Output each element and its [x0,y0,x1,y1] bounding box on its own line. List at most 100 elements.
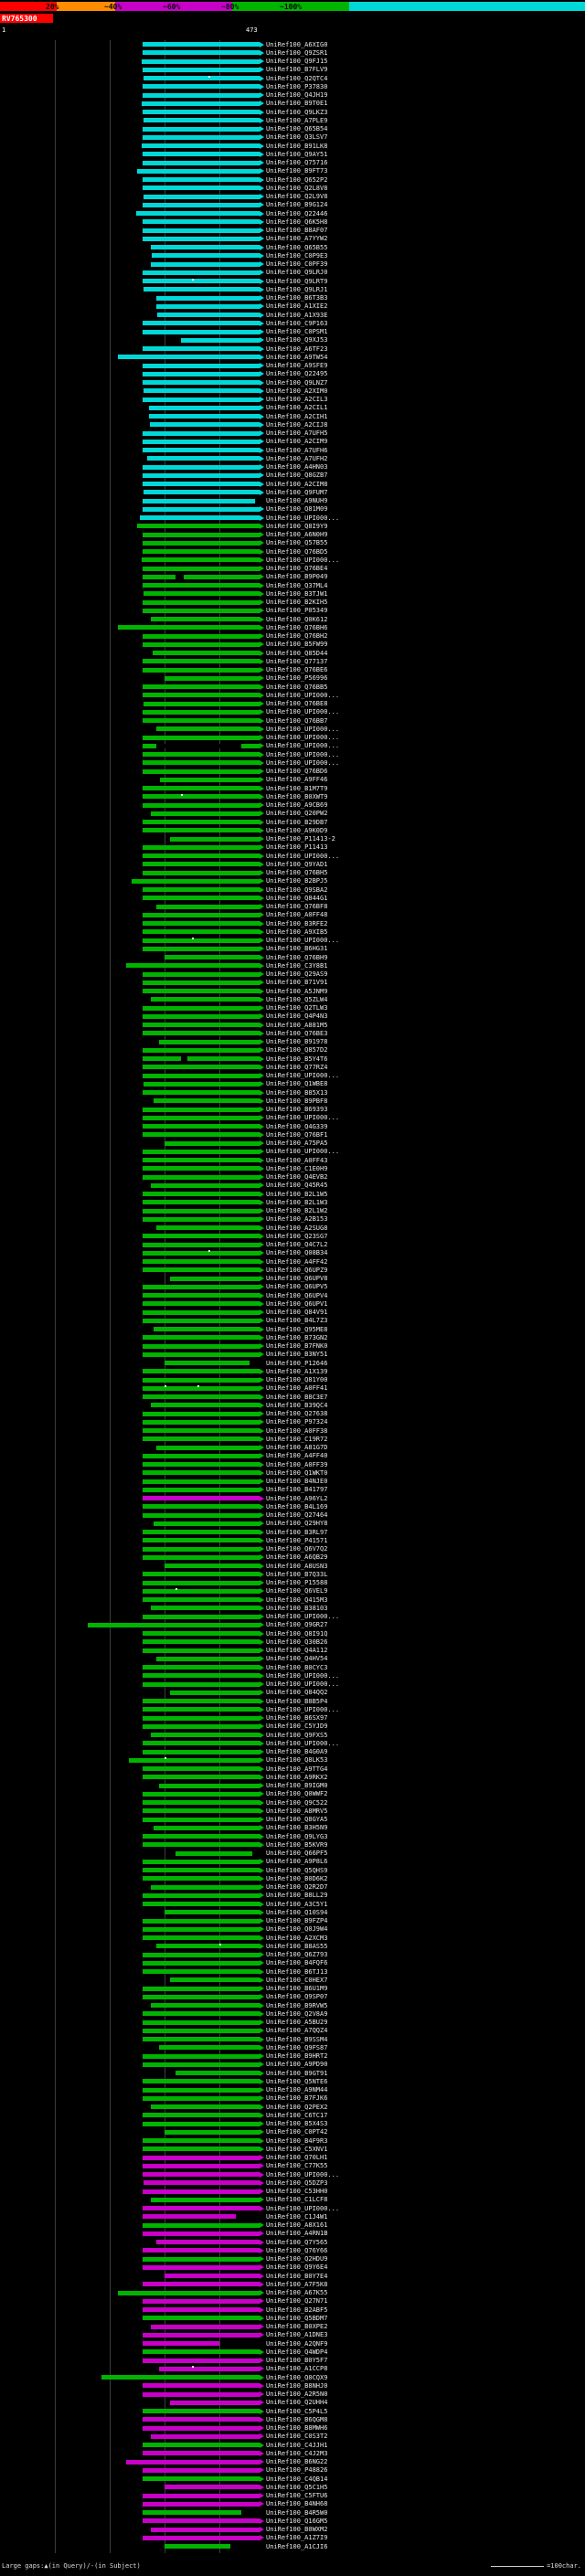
hit-bar[interactable] [176,2071,260,2075]
hit-bar[interactable] [165,1140,260,1146]
hit-bar[interactable] [143,1918,260,1924]
hit-bar[interactable] [143,2501,260,2507]
hit-label[interactable]: UniRef100_Q9Y6E4 [266,2263,328,2272]
hit-bar[interactable] [143,1723,260,1729]
hit-bar[interactable] [143,2358,260,2363]
hit-bar[interactable] [151,811,260,816]
hit-bar[interactable] [141,58,260,64]
hit-label[interactable]: UniRef100_B7FNK0 [266,1342,328,1350]
hit-label[interactable]: UniRef100_Q2TLW3 [266,1004,328,1012]
hit-label[interactable]: UniRef100_C53HH0 [266,2188,328,2195]
hit-bar[interactable] [170,1276,260,1281]
hit-bar[interactable] [143,667,260,673]
hit-label[interactable]: UniRef100_Q2UHH4 [266,2399,328,2407]
hit-label[interactable]: UniRef100_UPI000... [266,1671,340,1680]
hit-label[interactable]: UniRef100_B3NY51 [266,1351,328,1359]
hit-bar[interactable] [118,355,260,360]
hit-label[interactable]: UniRef100_Q45R45 [266,1182,328,1190]
hit-label[interactable]: UniRef100_Q4HV54 [266,1655,328,1663]
hit-label[interactable]: UniRef100_Q844G1 [266,894,328,902]
hit-bar[interactable] [143,718,260,723]
hit-bar[interactable] [143,1453,260,1458]
hit-bar[interactable] [143,574,260,579]
hit-bar[interactable] [137,524,260,529]
hit-bar[interactable] [143,482,260,486]
hit-bar[interactable] [143,1234,260,1239]
hit-bar[interactable] [143,346,260,351]
hit-bar[interactable] [149,405,260,410]
hit-bar[interactable] [143,1107,260,1112]
hit-label[interactable]: UniRef100_A881M5 [266,1021,328,1029]
hit-bar[interactable] [165,2485,260,2490]
hit-label[interactable]: UniRef100_Q76BH2 [266,632,328,640]
hit-bar[interactable] [143,1749,260,1754]
hit-bar[interactable] [143,1580,260,1585]
hit-label[interactable]: UniRef100_Q76BD5 [266,547,328,556]
hit-bar[interactable] [143,641,260,647]
hit-bar[interactable] [143,1530,260,1534]
hit-label[interactable]: UniRef100_C4JJH1 [266,2441,328,2449]
hit-label[interactable]: UniRef100_Q22446 [266,209,328,217]
hit-label[interactable]: UniRef100_Q37ML4 [266,581,328,589]
hit-bar[interactable] [143,862,260,867]
hit-bar[interactable] [143,1834,260,1839]
hit-bar[interactable] [143,1960,260,1966]
hit-bar[interactable] [149,422,260,428]
hit-label[interactable]: UniRef100_Q9FS87 [266,2043,328,2051]
hit-label[interactable]: UniRef100_A3C5Y1 [266,1900,328,1908]
hit-bar[interactable] [144,194,260,199]
hit-label[interactable]: UniRef100_A9TW54 [266,353,328,361]
hit-bar[interactable] [143,2172,260,2177]
hit-label[interactable]: UniRef100_Q2V8A9 [266,2009,328,2018]
hit-bar[interactable] [143,2256,260,2262]
hit-label[interactable]: UniRef100_Q5C1H5 [266,2483,328,2491]
hit-label[interactable]: UniRef100_Q76BE4 [266,565,328,572]
hit-label[interactable]: UniRef100_Q27638 [266,1410,328,1417]
hit-label[interactable]: UniRef100_Q4P4N3 [266,1012,328,1021]
hit-bar[interactable] [143,735,260,740]
hit-label[interactable]: UniRef100_B4NJE0 [266,1478,328,1485]
hit-bar[interactable] [159,2366,260,2371]
hit-label[interactable]: UniRef100_Q9FJ15 [266,58,328,65]
hit-label[interactable]: UniRef100_B2L1W3 [266,1198,328,1206]
hit-bar[interactable] [143,2467,260,2473]
hit-label[interactable]: UniRef100_A0FF43 [266,1156,328,1164]
hit-label[interactable]: UniRef100_B4G0A9 [266,1748,328,1755]
hit-bar[interactable] [143,1512,260,1518]
hit-label[interactable]: UniRef100_A7QQZ4 [266,2027,328,2035]
hit-bar[interactable] [143,2222,260,2228]
hit-label[interactable]: UniRef100_B4NH68 [266,2500,328,2508]
hit-bar[interactable] [143,1546,260,1552]
hit-bar[interactable] [143,42,260,47]
hit-bar[interactable] [143,532,260,537]
hit-bar[interactable] [159,2045,260,2051]
hit-bar[interactable] [143,1250,260,1256]
hit-label[interactable]: UniRef100_B9RVW5 [266,2001,328,2009]
hit-label[interactable]: UniRef100_Q6K5H8 [266,217,328,226]
hit-label[interactable]: UniRef100_B0D6K2 [266,1874,328,1882]
hit-label[interactable]: UniRef100_C0PSM1 [266,328,328,335]
hit-bar[interactable] [143,2053,260,2059]
hit-label[interactable]: UniRef100_UPI000... [266,742,340,750]
hit-bar[interactable] [143,2341,219,2346]
hit-label[interactable]: UniRef100_Q4WDP4 [266,2348,328,2356]
hit-label[interactable]: UniRef100_B9T0E1 [266,100,328,108]
hit-bar[interactable] [151,245,260,249]
hit-bar[interactable] [143,912,260,917]
hit-label[interactable]: UniRef100_A2CIM8 [266,480,328,488]
hit-bar[interactable] [143,1267,260,1273]
hit-bar[interactable] [129,1757,260,1763]
hit-bar[interactable] [143,2316,260,2321]
hit-label[interactable]: UniRef100_Q76BE6 [266,666,328,673]
hit-bar[interactable] [143,870,260,875]
hit-label[interactable]: UniRef100_A9TTG4 [266,1765,328,1773]
hit-bar[interactable] [143,2019,260,2025]
hit-bar[interactable] [143,110,260,114]
hit-label[interactable]: UniRef100_B8C3E7 [266,1393,328,1401]
hit-label[interactable]: UniRef100_A7UFH6 [266,446,328,454]
hit-label[interactable]: UniRef100_B29DB7 [266,818,328,826]
hit-label[interactable]: UniRef100_C1LCF8 [266,2196,328,2204]
hit-bar[interactable] [143,1868,260,1872]
hit-label[interactable]: UniRef100_UPI000... [266,937,340,944]
hit-bar[interactable] [143,566,260,571]
